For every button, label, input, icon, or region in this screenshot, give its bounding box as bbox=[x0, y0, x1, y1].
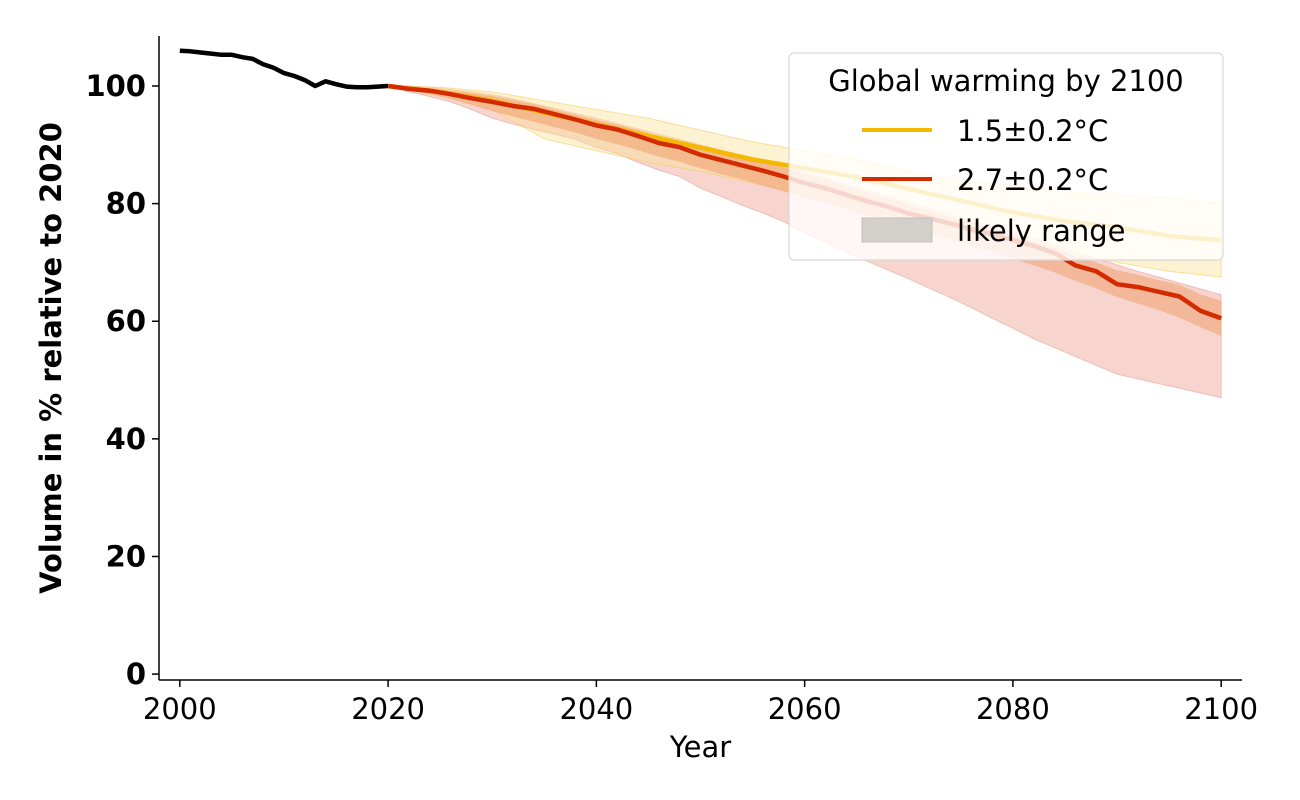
legend-swatch-likely-range bbox=[861, 217, 933, 243]
legend-title: Global warming by 2100 bbox=[828, 64, 1184, 98]
y-tick-label: 0 bbox=[126, 657, 146, 691]
axes bbox=[158, 36, 1242, 681]
y-tick-label: 80 bbox=[106, 187, 146, 221]
y-axis-title: Volume in % relative to 2020 bbox=[34, 122, 68, 594]
likely-range-band-2p7-outer bbox=[387, 85, 1222, 399]
legend-label-1p5: 1.5±0.2°C bbox=[957, 114, 1108, 148]
y-tick-label: 40 bbox=[106, 422, 146, 456]
legend-label-2p7: 2.7±0.2°C bbox=[957, 163, 1108, 197]
x-tick-label: 2080 bbox=[976, 692, 1050, 726]
y-tick-label: 100 bbox=[85, 69, 146, 103]
x-tick-label: 2040 bbox=[559, 692, 633, 726]
legend-box bbox=[788, 52, 1224, 261]
legend-label-likely-range: likely range bbox=[957, 214, 1125, 248]
series-line-historical bbox=[179, 48, 389, 90]
y-tick-label: 60 bbox=[106, 304, 146, 338]
x-tick-label: 2000 bbox=[143, 692, 217, 726]
y-tick-label: 20 bbox=[106, 539, 146, 573]
x-tick-label: 2060 bbox=[768, 692, 842, 726]
legend: Global warming by 2100 1.5±0.2°C 2.7±0.2… bbox=[788, 52, 1224, 261]
y-ticks: 0 20 40 60 80 100 bbox=[85, 69, 159, 691]
x-tick-label: 2020 bbox=[351, 692, 425, 726]
x-axis-title: Year bbox=[669, 730, 731, 764]
x-tick-label: 2100 bbox=[1184, 692, 1258, 726]
x-ticks: 2000 2020 2040 2060 2080 2100 bbox=[143, 680, 1258, 726]
